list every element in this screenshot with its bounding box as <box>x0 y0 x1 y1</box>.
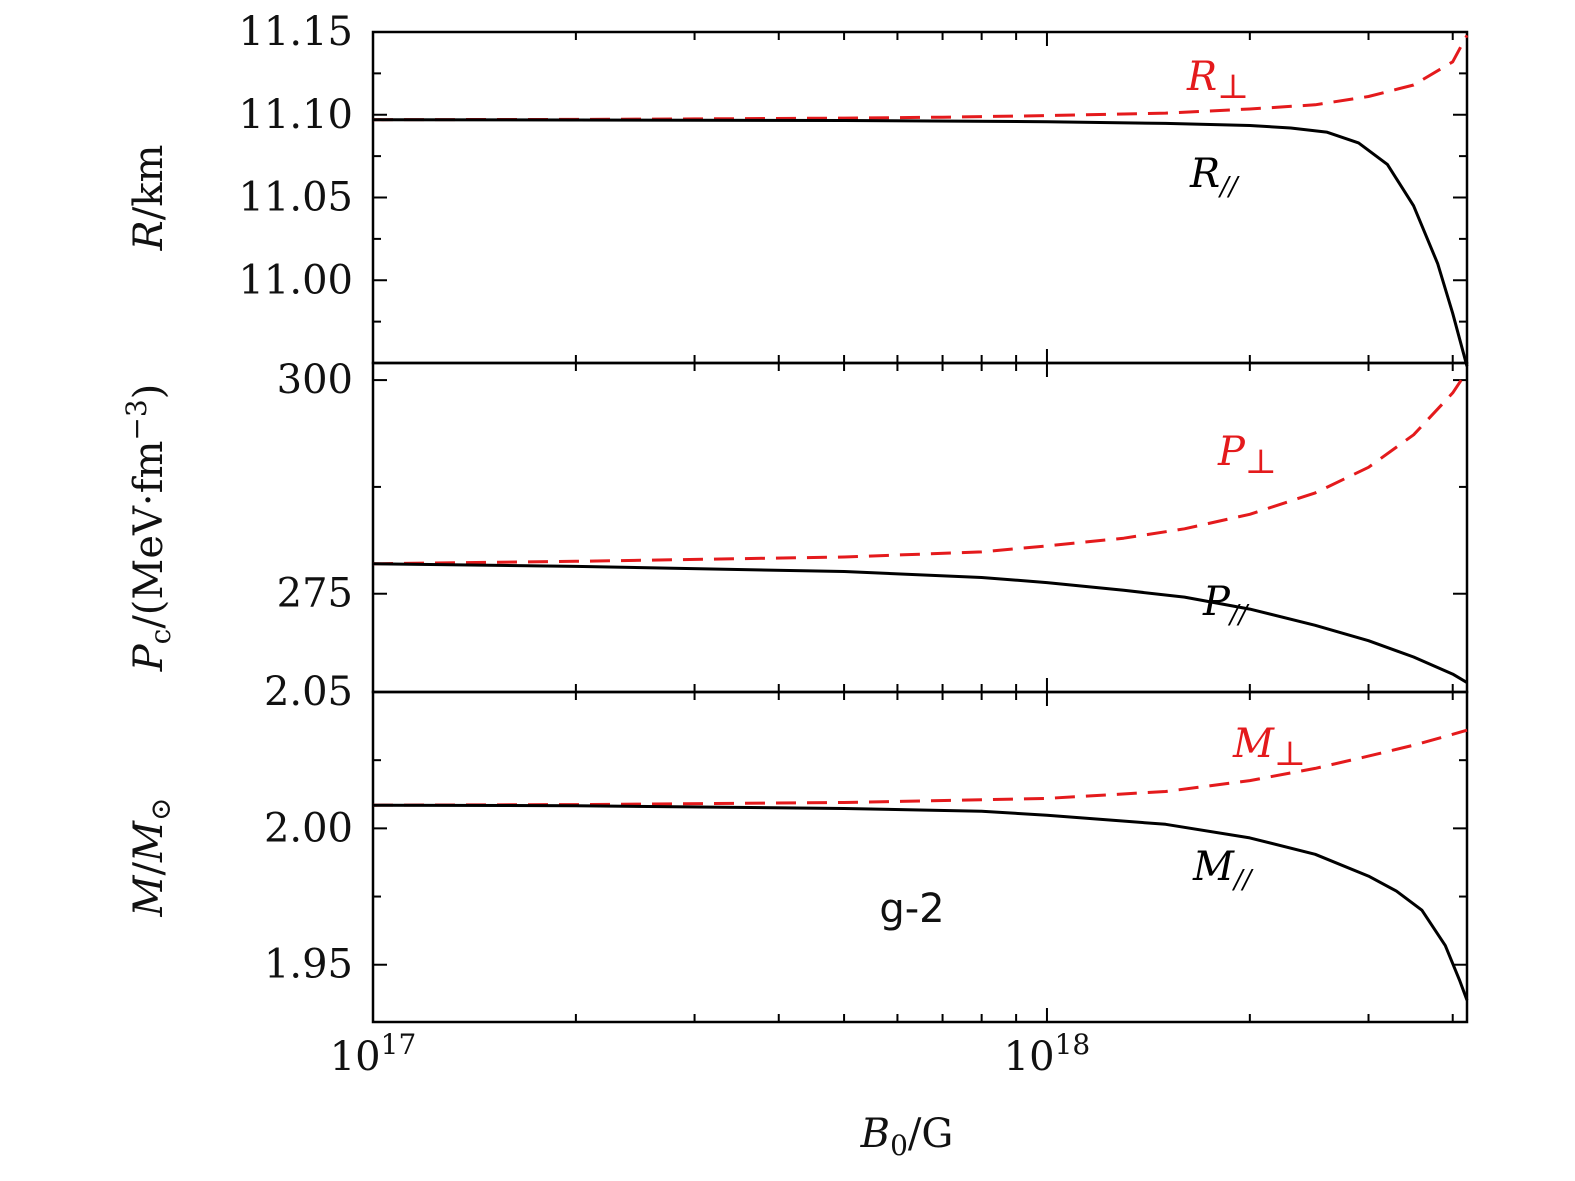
panel-frame <box>371 690 1469 1024</box>
y-tick-label: 11.00 <box>238 257 353 303</box>
series-line-radius-perp <box>372 34 1469 122</box>
y-tick-label: 11.10 <box>238 92 353 138</box>
y-axis-title-mass: M/M⊙ <box>126 798 177 918</box>
curve-label-p-par: P// <box>1202 579 1250 630</box>
y-tick-label: 1.95 <box>264 942 353 988</box>
y-tick-label: 300 <box>277 357 353 403</box>
curve-label-r-perp: R⊥ <box>1186 54 1249 107</box>
curve-label-m-perp: M⊥ <box>1232 721 1306 774</box>
y-tick-label: 2.05 <box>264 669 353 715</box>
series-line-mass-perp <box>372 728 1468 807</box>
x-axis-title: B0/G <box>860 1111 954 1162</box>
series-line-pressure-perp <box>372 370 1469 566</box>
y-axis-title-radius: R/km <box>126 145 172 252</box>
curve-label-m-par: M// <box>1192 844 1254 895</box>
panel-frame <box>371 30 1469 365</box>
x-tick-label: 1018 <box>1004 1028 1091 1080</box>
panel-mass: 1.95 2.00 2.05 M⊥ M// M/M⊙ <box>126 669 1469 1024</box>
series-line-pressure-par <box>372 562 1468 684</box>
y-axis-title-pressure: Pc/(MeV·fm−3) <box>120 384 177 673</box>
y-tick-label: 275 <box>277 571 353 617</box>
curve-label-p-perp: P⊥ <box>1217 429 1277 482</box>
y-tick-label: 2.00 <box>264 805 353 851</box>
x-tick-label: 1017 <box>330 1028 417 1080</box>
series-line-mass-par <box>372 803 1469 1001</box>
panel-pressure: 275 300 P⊥ P// Pc/(MeV·fm−3) <box>120 357 1469 694</box>
series-line-radius-par <box>372 118 1469 367</box>
panel-radius: 11.00 11.05 11.10 11.15 R⊥ R// R/km <box>126 9 1469 367</box>
y-tick-label: 11.15 <box>238 9 353 55</box>
x-axis: 1017 1018 <box>330 1028 1091 1080</box>
panels-group: 11.00 11.05 11.10 11.15 R⊥ R// R/km 275 300 P⊥ P//… <box>120 9 1469 1024</box>
panel-frame <box>371 361 1469 694</box>
y-tick-label: 11.05 <box>238 175 353 221</box>
annotation-g-2: g-2 <box>879 886 944 932</box>
curve-label-r-par: R// <box>1189 151 1240 202</box>
